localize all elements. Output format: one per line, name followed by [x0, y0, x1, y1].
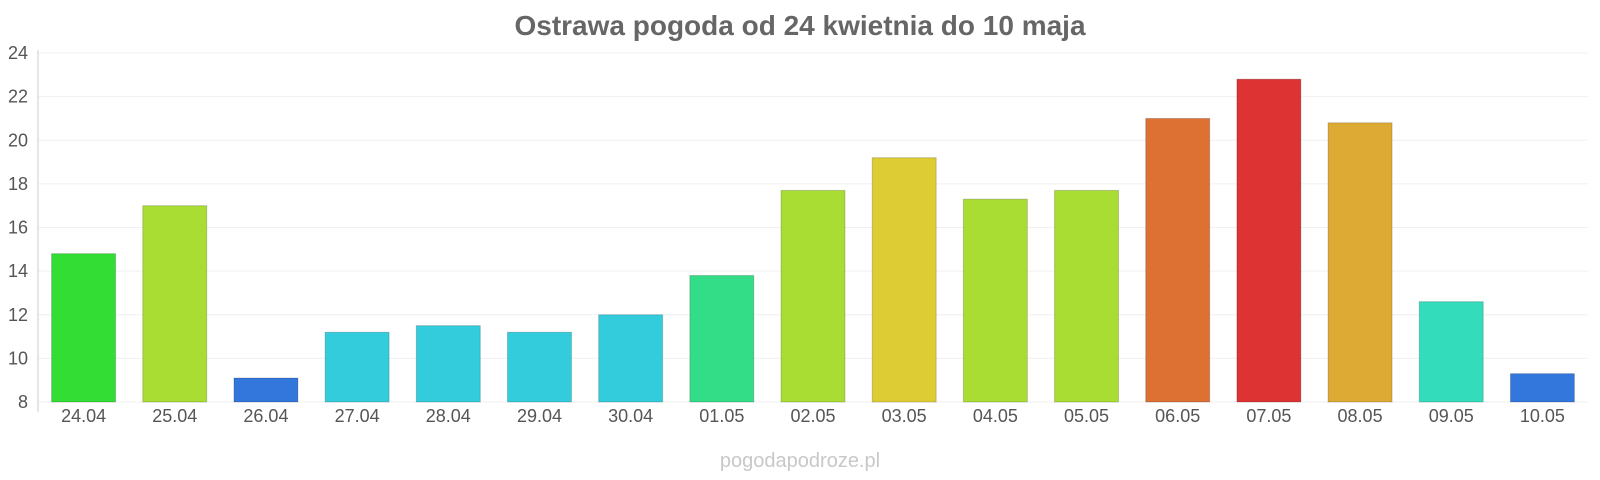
x-tick-label: 25.04	[152, 406, 197, 426]
x-tick-label: 30.04	[608, 406, 653, 426]
bar-01.05[interactable]	[689, 274, 755, 403]
bar-25.04[interactable]	[142, 205, 208, 403]
bar-08.05[interactable]	[1327, 122, 1393, 403]
x-tick-label: 06.05	[1155, 406, 1200, 426]
x-tick-label: 10.05	[1520, 406, 1565, 426]
watermark-text: pogodapodroze.pl	[719, 450, 881, 472]
bar-10.05[interactable]	[1509, 373, 1575, 403]
chart-title: Ostrawa pogoda od 24 kwietnia do 10 maja	[514, 10, 1086, 41]
y-tick-label: 24	[8, 43, 28, 63]
y-tick-label: 16	[8, 218, 28, 238]
bar-chart: 8 10 12 14 16 18 20 22 24 24.04 25.04 26.04 27.04 28…	[8, 43, 1588, 426]
x-tick-label: 08.05	[1338, 406, 1383, 426]
x-tick-label: 24.04	[61, 406, 106, 426]
x-tick-label: 02.05	[790, 406, 835, 426]
y-tick-label: 8	[18, 392, 28, 412]
y-tick-label: 18	[8, 174, 28, 194]
y-tick-label: 10	[8, 348, 28, 368]
x-tick-label: 07.05	[1246, 406, 1291, 426]
x-tick-labels: 24.04 25.04 26.04 27.04 28.04 29.04 30.04 01.05…	[61, 406, 1565, 426]
x-tick-label: 04.05	[973, 406, 1018, 426]
bar-29.04[interactable]	[506, 331, 572, 403]
bar-27.04[interactable]	[324, 331, 390, 403]
bar-02.05[interactable]	[780, 189, 846, 403]
y-tick-label: 22	[8, 87, 28, 107]
bar-30.04[interactable]	[598, 314, 664, 403]
x-tick-label: 09.05	[1429, 406, 1474, 426]
bar-24.04[interactable]	[51, 253, 117, 403]
x-tick-label: 29.04	[517, 406, 562, 426]
y-tick-label: 12	[8, 305, 28, 325]
x-tick-label: 28.04	[426, 406, 471, 426]
bar-03.05[interactable]	[871, 157, 937, 403]
y-tick-label: 20	[8, 130, 28, 150]
bar-05.05[interactable]	[1054, 189, 1120, 403]
bars	[51, 78, 1575, 403]
x-tick-label: 27.04	[335, 406, 380, 426]
bar-07.05[interactable]	[1236, 78, 1302, 403]
x-tick-label: 01.05	[699, 406, 744, 426]
bar-26.04[interactable]	[233, 377, 299, 403]
bar-28.04[interactable]	[415, 325, 481, 403]
x-tick-label: 03.05	[882, 406, 927, 426]
y-tick-label: 14	[8, 261, 28, 281]
y-tick-labels: 8 10 12 14 16 18 20 22 24	[8, 43, 28, 412]
bar-04.05[interactable]	[962, 198, 1028, 403]
x-tick-label: 05.05	[1064, 406, 1109, 426]
x-tick-label: 26.04	[243, 406, 288, 426]
bar-09.05[interactable]	[1418, 301, 1484, 403]
bar-06.05[interactable]	[1145, 117, 1211, 403]
